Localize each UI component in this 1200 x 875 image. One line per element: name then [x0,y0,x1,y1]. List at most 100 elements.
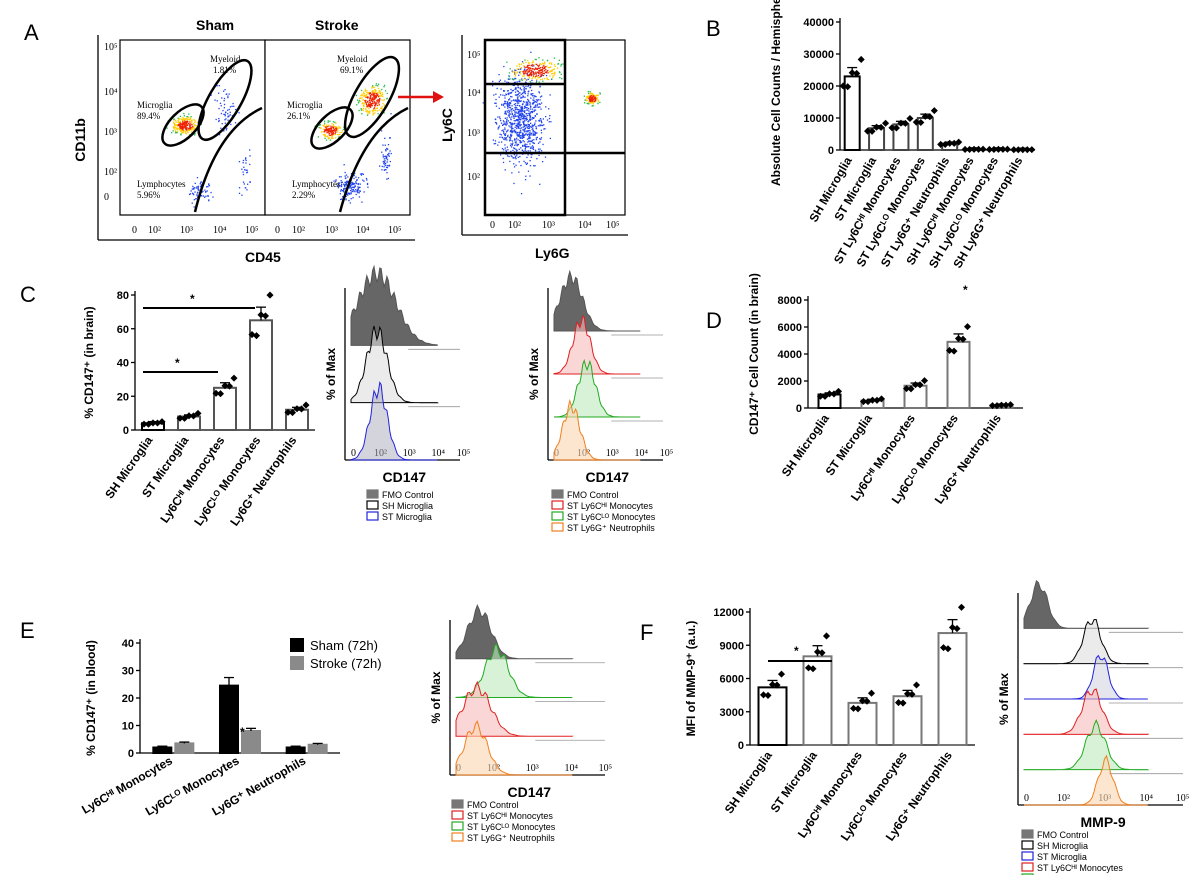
event-dot [518,133,520,135]
event-dot [510,108,512,110]
event-dot [338,125,340,128]
event-dot [246,171,249,173]
event-dot [511,96,513,98]
event-dot [192,185,194,188]
data-point [140,420,148,428]
event-dot [186,121,188,123]
event-dot [523,131,526,133]
event-dot [349,202,351,204]
event-dot [349,184,351,187]
event-dot [331,137,333,140]
event-dot [501,103,503,105]
ly6g-label: Ly6G [535,245,570,261]
event-dot [382,154,384,156]
event-dot [529,113,531,115]
event-dot [514,132,516,134]
event-dot [515,158,517,160]
hist-curve [553,269,641,332]
event-dot [181,119,183,121]
event-dot [529,134,531,136]
event-dot [324,137,326,139]
event-dot [324,120,326,122]
event-dot [347,192,349,194]
event-dot [527,74,529,76]
event-dot [362,179,364,181]
event-dot [519,117,521,119]
event-dot [516,109,518,111]
event-dot [519,140,521,142]
event-dot [372,99,374,101]
data-point [221,382,229,390]
event-dot [543,124,545,126]
event-dot [496,123,498,125]
event-dot [515,164,517,166]
data-point [252,332,261,340]
event-dot [198,189,200,191]
legend-label: ST Ly6Cᴸᴼ Monocytes [567,512,656,522]
data-point [912,681,921,689]
event-dot [541,124,543,126]
event-dot [357,189,359,192]
event-dot [389,160,391,163]
event-dot [510,92,512,94]
event-dot [548,117,551,120]
event-dot [366,91,368,94]
event-dot [509,68,511,70]
event-dot [319,127,322,129]
event-dot [584,99,586,101]
event-dot [343,184,345,186]
event-dot [212,196,214,198]
event-dot [531,89,533,92]
data-point [848,69,856,77]
data-point [864,127,872,135]
event-dot [194,125,196,127]
event-dot [513,157,515,159]
event-dot [185,122,188,124]
event-dot [532,146,534,148]
event-dot [527,70,529,72]
event-dot [385,162,387,164]
event-dot [556,67,559,69]
event-dot [543,128,545,130]
event-dot [523,144,526,146]
event-dot [193,188,195,190]
event-dot [588,103,590,105]
event-dot [388,164,391,166]
event-dot [531,141,533,143]
hist-x-tick: 10⁴ [432,448,446,459]
legend-swatch [551,489,564,499]
event-dot [525,104,528,106]
event-dot [541,95,543,97]
event-dot [590,95,592,97]
data-point [813,648,822,656]
event-dot [494,140,497,142]
event-dot [366,92,369,94]
event-dot [518,123,520,125]
event-dot [530,126,533,128]
event-dot [540,150,543,152]
event-dot [504,134,506,136]
category-label: Ly6Cᴴᴵ Monocytes [157,433,227,525]
event-dot [326,124,328,126]
hist-x-tick: 10⁵ [1176,793,1190,804]
event-dot [374,92,376,94]
event-dot [528,137,531,139]
event-dot [535,128,537,130]
data-point [966,145,974,153]
event-dot [531,147,533,150]
event-dot [210,94,212,96]
event-dot [331,134,333,136]
event-dot [361,93,363,95]
event-dot [540,138,542,140]
event-dot [505,113,507,115]
event-dot [542,72,544,74]
event-dot [585,100,587,102]
event-dot [327,137,330,139]
event-dot [512,99,514,102]
event-dot [360,108,362,110]
event-dot [505,94,508,96]
event-dot [386,98,388,100]
event-dot [525,150,527,153]
event-dot [534,101,536,103]
event-dot [357,183,359,185]
